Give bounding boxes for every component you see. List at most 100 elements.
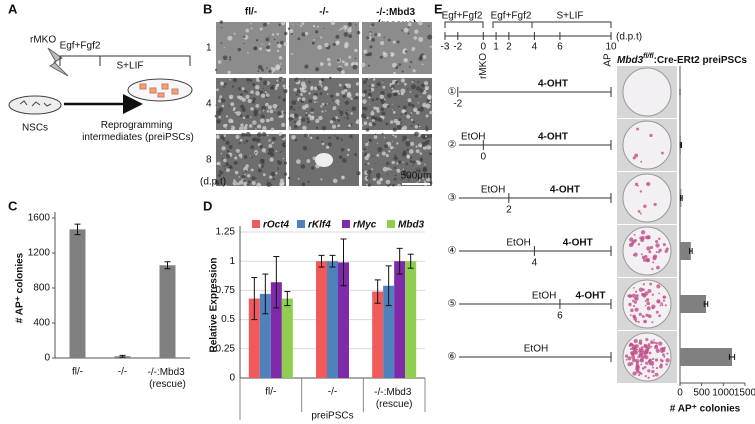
switch-label: 6 [557, 311, 563, 322]
texture [400, 78, 406, 83]
texture [417, 80, 420, 83]
colony [635, 363, 640, 367]
colony [643, 204, 647, 208]
bar [680, 242, 691, 260]
texture [337, 161, 339, 163]
texture [225, 140, 230, 146]
texture [365, 53, 369, 57]
texture [371, 121, 377, 126]
texture [400, 88, 406, 94]
texture [294, 113, 299, 118]
texture [274, 109, 276, 111]
texture [266, 67, 268, 69]
colony [631, 354, 636, 359]
texture [255, 103, 260, 108]
texture [357, 119, 359, 121]
texture [354, 153, 358, 157]
x-tick-label: 500 [693, 388, 710, 399]
bar [405, 261, 417, 378]
texture [368, 85, 371, 87]
texture [310, 108, 315, 113]
texture [281, 21, 286, 26]
y-tick-label: 800 [33, 283, 50, 294]
texture [391, 87, 394, 90]
day-label: -3 [441, 42, 450, 53]
panel-label: E [434, 1, 443, 16]
texture [338, 83, 342, 87]
texture [254, 151, 257, 154]
texture [354, 48, 358, 53]
texture [224, 168, 226, 170]
row-label: ⑤ [448, 299, 457, 310]
row-label: 4 [206, 99, 212, 110]
texture [415, 178, 417, 180]
colony [315, 153, 333, 167]
colony [634, 290, 638, 293]
texture [236, 111, 241, 116]
texture [344, 44, 349, 49]
y-tick-label: 0.75 [216, 285, 236, 296]
row-label: ④ [448, 246, 457, 257]
plate [622, 173, 672, 223]
colony [639, 212, 642, 215]
texture [402, 161, 404, 164]
texture [266, 180, 268, 182]
texture [355, 82, 360, 86]
column-header: -/- [319, 7, 328, 18]
colony [632, 346, 635, 349]
texture [243, 89, 247, 93]
texture [306, 159, 311, 163]
colony [658, 314, 661, 318]
texture [393, 147, 395, 149]
texture [257, 168, 262, 173]
texture [268, 120, 270, 122]
colony [641, 367, 645, 370]
legend-label: Mbd3 [398, 220, 425, 231]
texture [283, 161, 287, 165]
texture [244, 169, 247, 173]
texture [321, 125, 327, 131]
texture [340, 114, 343, 117]
texture [247, 180, 251, 184]
texture [312, 39, 315, 41]
texture [402, 173, 405, 176]
texture [289, 28, 294, 33]
texture [230, 102, 235, 107]
texture [255, 39, 259, 42]
texture [270, 152, 275, 157]
texture [266, 110, 270, 113]
texture [256, 132, 262, 138]
texture [297, 37, 301, 41]
texture [297, 24, 299, 26]
texture [302, 90, 306, 93]
texture [275, 64, 281, 70]
colony [632, 304, 636, 308]
row-unit: (d.p.t) [200, 177, 226, 188]
texture [365, 142, 369, 147]
texture [367, 183, 371, 187]
texture [400, 92, 404, 96]
texture [367, 92, 372, 97]
colony [656, 284, 661, 289]
texture [415, 145, 418, 148]
bar [338, 262, 349, 378]
texture [260, 114, 265, 119]
texture [382, 103, 388, 108]
texture [227, 70, 231, 75]
texture [410, 112, 413, 115]
texture [282, 157, 285, 160]
colony [647, 289, 652, 293]
texture [219, 97, 221, 100]
texture [319, 62, 324, 66]
colony [646, 301, 651, 306]
colony [638, 312, 642, 316]
colony [648, 250, 652, 254]
texture [223, 134, 227, 137]
texture [410, 61, 413, 64]
texture [302, 125, 307, 131]
texture [397, 105, 400, 108]
colony [652, 374, 655, 378]
texture [297, 94, 299, 96]
row-label: ② [448, 140, 457, 151]
texture [312, 95, 318, 100]
